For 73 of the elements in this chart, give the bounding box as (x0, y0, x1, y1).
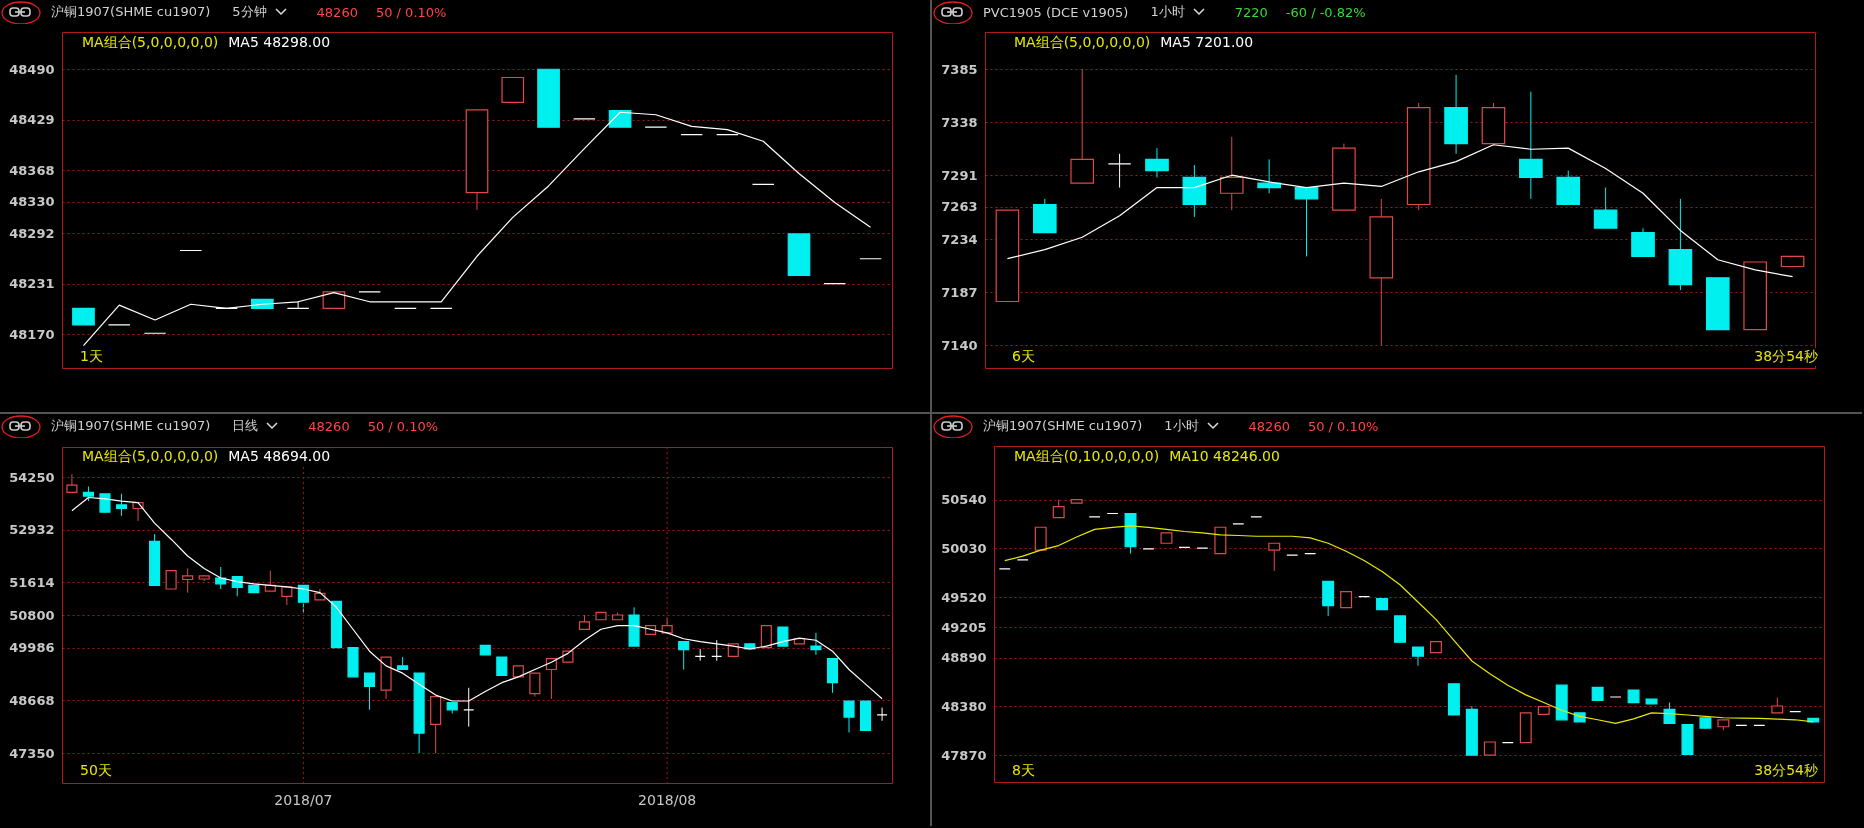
chart-subtitle: 1小时 (1150, 3, 1185, 21)
candlestick (1107, 153, 1132, 189)
candlestick (876, 707, 888, 722)
y-tick-label: 50030 (941, 540, 987, 556)
y-tick-label: 49520 (941, 589, 987, 605)
text: 48260 (1248, 418, 1290, 434)
text: 50 / 0.10% (367, 418, 439, 434)
y-tick-label: 48330 (9, 194, 55, 210)
chart-subtitle: 1小时 (1164, 417, 1199, 435)
annotation: 6天 (1012, 348, 1035, 366)
y-tick-label: 7263 (941, 199, 978, 215)
y-tick-label: 48368 (9, 162, 55, 178)
chart-subtitle: 5分钟 (232, 3, 267, 21)
y-tick-label: 49986 (9, 640, 55, 656)
text: MA10 48246.00 (1169, 448, 1280, 466)
text: -60 / -0.82% (1285, 4, 1366, 20)
annotation: MA组合(0,10,0,0,0,0) (1014, 448, 1160, 466)
y-tick-label: 7234 (941, 231, 978, 247)
candlestick (1219, 136, 1244, 211)
chart-title: 沪铜1907(SHME cu1907) (983, 417, 1143, 435)
candlestick (1519, 91, 1543, 200)
candlestick (1257, 158, 1281, 194)
y-tick-label: 47350 (9, 745, 55, 761)
y-tick-label: 48429 (9, 112, 55, 128)
y-tick-label: 47870 (941, 747, 987, 763)
annotation: 38分54秒 (1754, 762, 1818, 780)
y-tick-label: 51614 (9, 574, 55, 590)
x-tick-label: 2018/07 (274, 791, 333, 808)
y-tick-label: 54250 (9, 469, 55, 485)
annotation: 1天 (80, 348, 103, 366)
text: 48260 (316, 4, 358, 20)
y-tick-label: 50800 (9, 607, 55, 623)
x-tick-label: 2018/08 (638, 791, 697, 808)
candlestick (1369, 198, 1394, 346)
candlestick (1145, 147, 1169, 178)
y-tick-label: 7385 (941, 61, 978, 77)
candlestick (694, 648, 706, 662)
y-tick-label: 48890 (941, 650, 987, 666)
chart-subtitle: 日线 (232, 417, 259, 435)
annotation: MA组合(5,0,0,0,0,0) (1014, 34, 1151, 52)
y-tick-label: 48490 (9, 61, 55, 77)
text: 50 / 0.10% (1307, 418, 1379, 434)
annotation: MA组合(5,0,0,0,0,0) (82, 448, 219, 466)
y-tick-label: 52932 (9, 522, 55, 538)
y-tick-label: 7291 (941, 167, 978, 183)
chart-title: 沪铜1907(SHME cu1907) (51, 3, 211, 21)
annotation: 50天 (80, 762, 112, 780)
y-tick-label: 49205 (941, 619, 987, 635)
candlestick (1444, 74, 1468, 155)
annotation: 38分54秒 (1754, 348, 1818, 366)
text: MA5 48694.00 (228, 448, 331, 466)
y-tick-label: 48170 (9, 326, 55, 342)
chart-title: PVC1905 (DCE v1905) (983, 4, 1129, 20)
candlestick (711, 639, 723, 662)
y-tick-label: 48668 (9, 692, 55, 708)
y-tick-label: 50540 (941, 492, 987, 508)
text: 48260 (308, 418, 350, 434)
annotation: MA组合(5,0,0,0,0,0) (82, 34, 219, 52)
text: 50 / 0.10% (375, 4, 447, 20)
chart-title: 沪铜1907(SHME cu1907) (51, 417, 211, 435)
y-tick-label: 48380 (941, 698, 987, 714)
candlestick (1182, 164, 1207, 218)
text: 7220 (1234, 4, 1268, 20)
y-tick-label: 7140 (941, 337, 978, 353)
candlestick (810, 632, 822, 656)
text: MA5 7201.00 (1160, 34, 1254, 52)
y-tick-label: 48231 (9, 276, 55, 292)
y-tick-label: 48292 (9, 225, 55, 241)
candlestick (182, 567, 194, 594)
text: MA5 48298.00 (228, 34, 331, 52)
y-tick-label: 7187 (941, 284, 978, 300)
y-tick-label: 7338 (941, 114, 978, 130)
annotation: 8天 (1012, 762, 1035, 780)
